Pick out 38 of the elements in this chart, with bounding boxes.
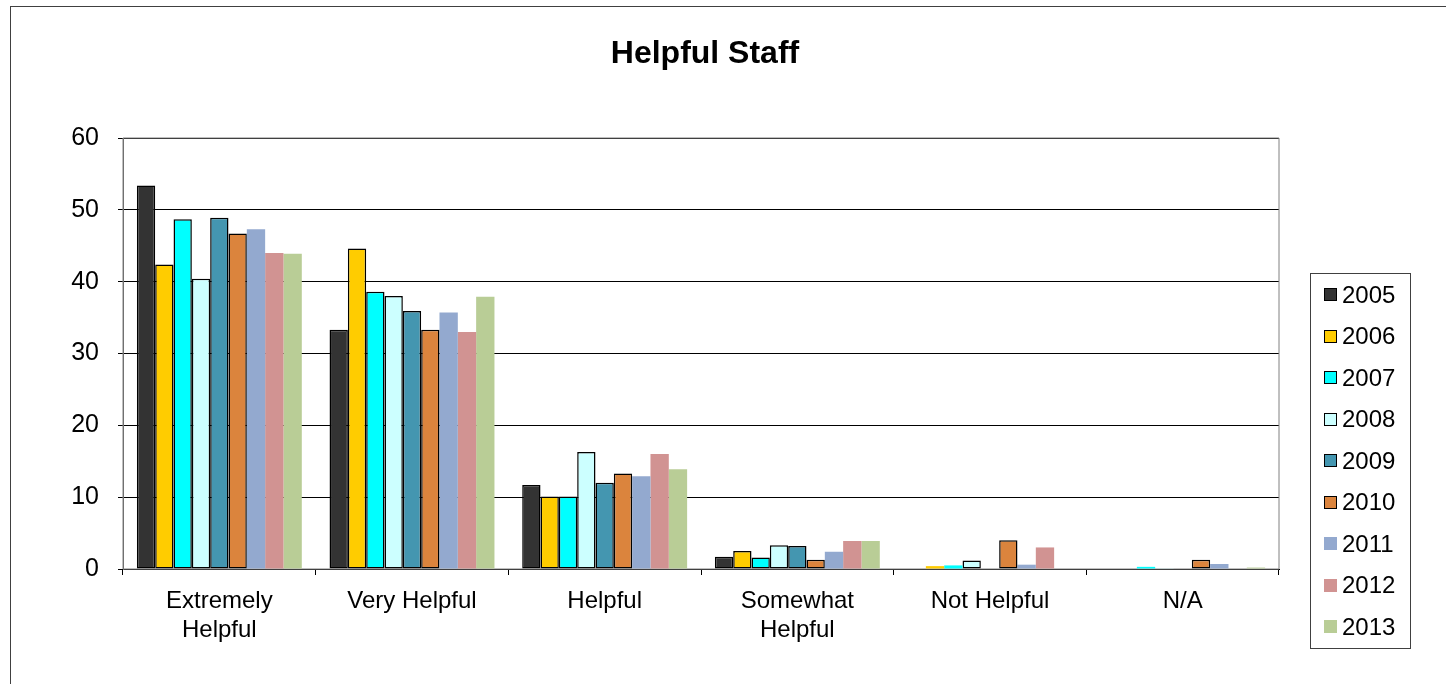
legend-label: 2013 (1342, 612, 1396, 641)
bar (1210, 563, 1229, 569)
bar (265, 252, 284, 569)
x-tick-label: Somewhat Helpful (740, 586, 855, 642)
bar (843, 540, 862, 569)
x-tick-label: N/A (1162, 586, 1203, 614)
bar (824, 551, 844, 569)
bar (861, 540, 880, 569)
y-tick-label: 20 (71, 409, 99, 438)
bar (668, 469, 688, 569)
bar (246, 229, 266, 569)
bar (1017, 564, 1036, 569)
chart-title: Helpful Staff (610, 33, 800, 70)
legend-label: 2012 (1342, 571, 1396, 600)
bar (283, 253, 302, 569)
legend-label: 2010 (1342, 488, 1396, 517)
x-tick-label: Extremely Helpful (165, 586, 273, 642)
legend-label: 2006 (1342, 322, 1396, 351)
legend-label: 2008 (1342, 405, 1396, 434)
y-tick-label: 0 (85, 552, 99, 581)
legend-label: 2005 (1342, 280, 1396, 309)
bar (632, 476, 651, 569)
y-tick-label: 30 (71, 337, 99, 366)
bar (1035, 547, 1055, 569)
bar (476, 296, 495, 569)
y-tick-label: 60 (71, 121, 99, 150)
x-tick-label: Not Helpful (930, 586, 1050, 614)
y-tick-label: 50 (71, 193, 99, 222)
y-tick-label: 10 (71, 481, 99, 510)
legend-label: 2009 (1342, 446, 1396, 475)
x-tick-label: Very Helpful (347, 586, 477, 614)
y-tick-label: 40 (71, 265, 99, 294)
bar (650, 454, 669, 569)
legend-label: 2011 (1342, 529, 1394, 558)
bar (439, 312, 458, 569)
x-tick-label: Helpful (567, 586, 643, 614)
bar (457, 331, 477, 569)
legend-label: 2007 (1342, 363, 1396, 392)
